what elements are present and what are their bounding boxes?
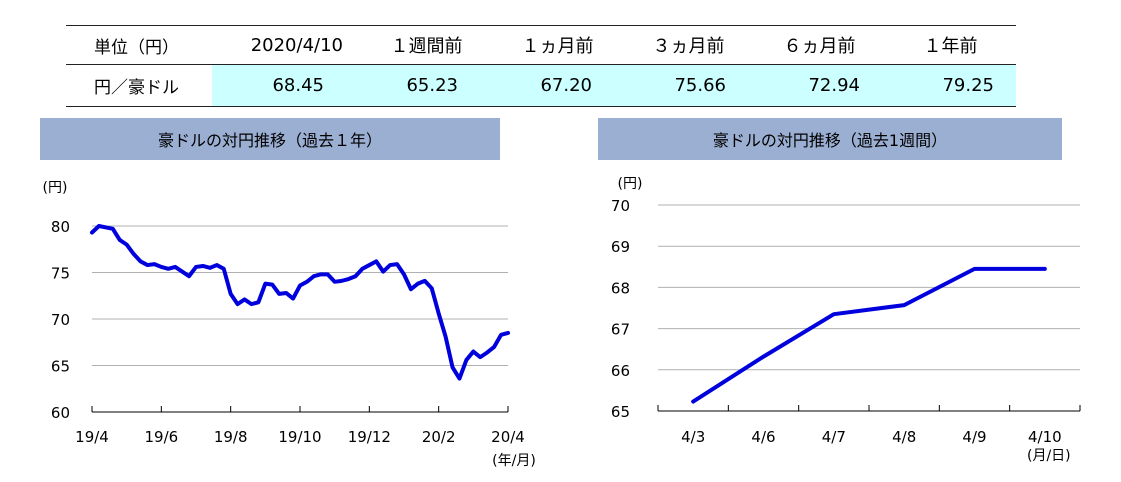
x-tick-label: 19/4: [75, 428, 109, 446]
x-axis-unit: (月/日): [1027, 448, 1071, 464]
rate-table: 単位（円） 2020/4/10 １週間前 １ヵ月前 ３ヵ月前 ６ヵ月前 １年前 …: [66, 25, 1016, 107]
x-tick-label: 19/6: [144, 428, 178, 446]
header-col: １ヵ月前: [521, 36, 594, 57]
x-tick-label: 19/8: [214, 428, 248, 446]
table-header-row: 単位（円） 2020/4/10 １週間前 １ヵ月前 ３ヵ月前 ６ヵ月前 １年前: [66, 25, 1016, 65]
y-tick-label: 70: [611, 197, 630, 215]
x-tick-label: 19/12: [348, 428, 391, 446]
x-axis-unit: (年/月): [492, 453, 536, 469]
y-tick-label: 66: [611, 362, 630, 380]
y-tick-label: 65: [51, 358, 70, 376]
value-cell: 75.66: [674, 75, 726, 96]
header-col: １週間前: [390, 36, 463, 57]
header-col: 2020/4/10: [250, 34, 343, 56]
y-tick-label: 60: [51, 404, 70, 422]
x-tick-label: 20/2: [422, 428, 456, 446]
header-unit-label: 単位（円）: [94, 37, 179, 58]
value-cell: 72.94: [808, 75, 860, 96]
y-tick-label: 80: [51, 218, 70, 236]
y-tick-label: 70: [51, 311, 70, 329]
x-tick-label: 4/10: [1028, 428, 1062, 446]
value-cell: 79.25: [942, 75, 994, 96]
table-row: 円／豪ドル 68.45 65.23 67.20 75.66 72.94 79.2…: [66, 65, 1016, 107]
x-tick-label: 4/7: [822, 428, 846, 446]
series-line: [90, 224, 510, 381]
row-label: 円／豪ドル: [94, 78, 179, 98]
header-col: ６ヵ月前: [783, 36, 856, 57]
y-axis-unit: (円): [43, 180, 68, 196]
y-tick-label: 75: [51, 265, 70, 283]
value-cell: 65.23: [406, 75, 458, 96]
y-tick-label: 69: [611, 238, 630, 256]
y-tick-label: 68: [611, 279, 630, 297]
x-tick-label: 4/3: [681, 428, 705, 446]
y-axis-unit: (円): [618, 176, 643, 192]
y-tick-label: 65: [611, 403, 630, 421]
x-tick-label: 20/4: [491, 428, 525, 446]
value-cells: 68.45 65.23 67.20 75.66 72.94 79.25: [212, 65, 1016, 106]
series-line: [691, 266, 1047, 404]
header-col: ３ヵ月前: [652, 36, 725, 57]
chart-title-year: 豪ドルの対円推移（過去１年）: [40, 118, 500, 160]
x-tick-label: 4/8: [892, 428, 916, 446]
header-col: １年前: [923, 36, 978, 57]
x-tick-label: 19/10: [278, 428, 321, 446]
value-cell: 67.20: [540, 75, 592, 96]
x-tick-label: 4/6: [751, 428, 775, 446]
x-tick-label: 4/9: [962, 428, 986, 446]
y-tick-label: 67: [611, 321, 630, 339]
chart-title-week: 豪ドルの対円推移（過去1週間）: [598, 118, 1062, 160]
value-cell: 68.45: [272, 75, 324, 96]
